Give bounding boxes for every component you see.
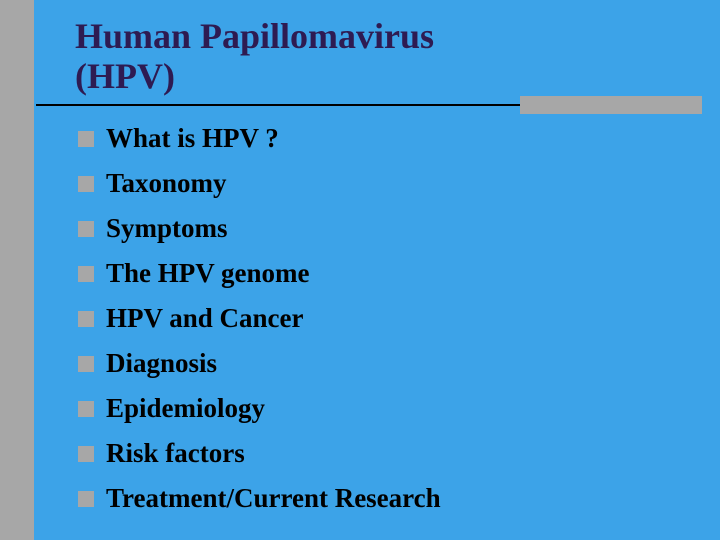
square-bullet-icon	[78, 266, 94, 282]
square-bullet-icon	[78, 131, 94, 147]
square-bullet-icon	[78, 221, 94, 237]
bullet-list: What is HPV ? Taxonomy Symptoms The HPV gen…	[78, 116, 441, 521]
bullet-label: HPV and Cancer	[106, 303, 304, 334]
square-bullet-icon	[78, 491, 94, 507]
bullet-item: Risk factors	[78, 431, 441, 476]
square-bullet-icon	[78, 311, 94, 327]
square-bullet-icon	[78, 356, 94, 372]
accent-bar-left	[0, 330, 34, 348]
slide: Human Papillomavirus (HPV) What is HPV ?…	[0, 0, 720, 540]
bullet-label: Epidemiology	[106, 393, 265, 424]
bullet-label: Taxonomy	[106, 168, 227, 199]
bullet-item: HPV and Cancer	[78, 296, 441, 341]
bullet-item: Taxonomy	[78, 161, 441, 206]
bullet-label: Symptoms	[106, 213, 228, 244]
square-bullet-icon	[78, 446, 94, 462]
bullet-item: What is HPV ?	[78, 116, 441, 161]
slide-title: Human Papillomavirus (HPV)	[75, 16, 434, 97]
bullet-label: What is HPV ?	[106, 123, 279, 154]
square-bullet-icon	[78, 401, 94, 417]
bullet-label: Treatment/Current Research	[106, 483, 441, 514]
bullet-item: Treatment/Current Research	[78, 476, 441, 521]
bullet-item: Epidemiology	[78, 386, 441, 431]
bullet-label: Diagnosis	[106, 348, 217, 379]
bullet-item: Diagnosis	[78, 341, 441, 386]
bullet-item: The HPV genome	[78, 251, 441, 296]
square-bullet-icon	[78, 176, 94, 192]
sidebar-bar	[0, 0, 34, 540]
accent-bar-right	[520, 96, 702, 114]
bullet-label: Risk factors	[106, 438, 245, 469]
bullet-label: The HPV genome	[106, 258, 310, 289]
bullet-item: Symptoms	[78, 206, 441, 251]
